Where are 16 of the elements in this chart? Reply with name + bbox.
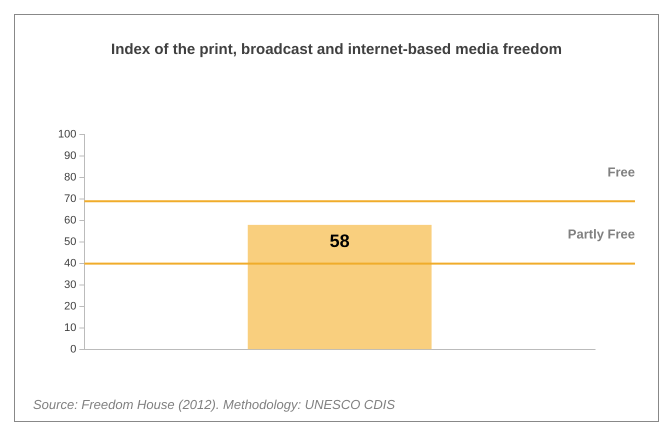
y-tick-label: 70 bbox=[64, 193, 76, 206]
y-tick-label: 10 bbox=[64, 322, 76, 334]
source-note: Source: Freedom House (2012). Methodology: UNESCO CDIS bbox=[33, 397, 395, 412]
y-tick-label: 50 bbox=[64, 236, 76, 248]
y-tick-label: 20 bbox=[64, 300, 76, 313]
data-label: 58 bbox=[330, 230, 350, 251]
ref-line-label: Partly Free bbox=[568, 226, 635, 242]
ref-line-label: Free bbox=[608, 164, 635, 180]
y-tick-label: 40 bbox=[64, 258, 76, 270]
chart-title: Index of the print, broadcast and internet-based media freedom bbox=[110, 41, 563, 58]
y-tick-label: 100 bbox=[58, 128, 76, 141]
y-tick-label: 0 bbox=[70, 344, 76, 356]
y-tick-label: 30 bbox=[64, 279, 76, 292]
y-tick-label: 80 bbox=[64, 172, 76, 184]
y-tick-label: 60 bbox=[64, 214, 76, 227]
y-tick-label: 90 bbox=[64, 150, 76, 162]
